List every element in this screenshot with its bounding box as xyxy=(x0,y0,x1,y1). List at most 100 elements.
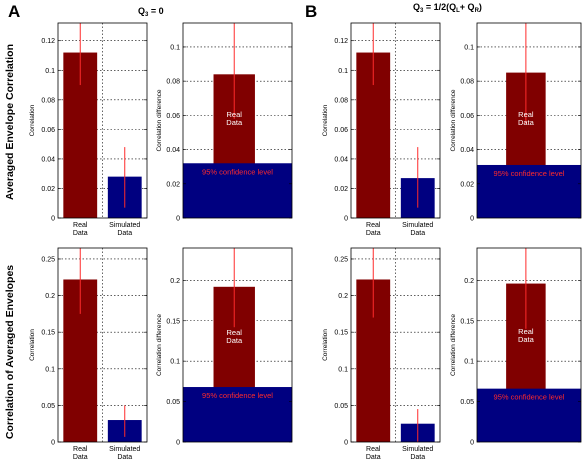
row-label-averaged-envelope-correlation: Averaged Envelope Correlation xyxy=(4,44,16,200)
y-tick-label: 0.15 xyxy=(41,330,55,337)
category-label: Data xyxy=(410,230,425,237)
column-title-q3-zero: Q3 = 0 xyxy=(138,6,164,18)
y-tick-label: 0.15 xyxy=(460,318,474,325)
axes-box xyxy=(350,22,441,219)
y-tick-label: 0.2 xyxy=(338,293,348,300)
bar-inner-label: Real xyxy=(518,110,534,119)
y-axis-label: Correlation difference xyxy=(156,314,163,376)
y-tick-label: 0 xyxy=(176,440,180,447)
axes-box xyxy=(476,22,582,219)
column-title-q3-average: Q3 = 1/2(QL+ QR) xyxy=(413,2,482,14)
category-label: Data xyxy=(366,454,381,461)
y-tick-label: 0.06 xyxy=(334,127,348,134)
y-tick-label: 0.02 xyxy=(334,186,348,193)
y-tick-label: 0.05 xyxy=(334,403,348,410)
axes-box xyxy=(182,22,293,219)
category-label: Data xyxy=(117,230,132,237)
y-tick-label: 0.1 xyxy=(170,44,180,51)
confidence-label: 95% confidence level xyxy=(202,391,273,400)
y-tick-label: 0.12 xyxy=(41,38,55,45)
bar-inner-label: Real xyxy=(227,328,243,337)
category-label: Simulated xyxy=(109,222,140,229)
y-tick-label: 0.06 xyxy=(460,113,474,120)
axes-box xyxy=(182,247,293,443)
y-axis-label: Correlation difference xyxy=(450,314,457,376)
y-tick-label: 0.08 xyxy=(334,97,348,104)
y-tick-label: 0.02 xyxy=(41,186,55,193)
confidence-label: 95% confidence level xyxy=(494,393,565,402)
axes-box xyxy=(57,247,148,443)
y-tick-label: 0.1 xyxy=(45,366,55,373)
panel-letter-a: A xyxy=(8,2,20,21)
confidence-band xyxy=(183,387,292,442)
y-tick-label: 0 xyxy=(344,440,348,447)
axes-box xyxy=(476,247,582,443)
category-label: Real xyxy=(366,446,381,453)
bar-inner-label: Data xyxy=(518,118,535,127)
category-label: Simulated xyxy=(402,446,433,453)
y-axis-label: Correlation xyxy=(322,329,329,361)
bar-inner-label: Real xyxy=(518,327,534,336)
y-tick-label: 0.25 xyxy=(41,256,55,263)
y-tick-label: 0.08 xyxy=(41,97,55,104)
y-tick-label: 0.1 xyxy=(170,359,180,366)
row-label-correlation-of-averaged-envelopes: Correlation of Averaged Envelopes xyxy=(4,265,16,439)
y-tick-label: 0 xyxy=(470,440,474,447)
chart-A1-bars: RealDataSimulatedData00.020.040.060.080.… xyxy=(29,22,148,237)
category-label: Data xyxy=(366,230,381,237)
y-tick-label: 0.2 xyxy=(464,278,474,285)
y-axis-label: Correlation xyxy=(29,329,36,361)
bar-inner-label: Real xyxy=(227,110,243,119)
y-tick-label: 0.08 xyxy=(460,79,474,86)
bar-inner-label: Data xyxy=(226,118,243,127)
confidence-band xyxy=(183,163,292,218)
y-tick-label: 0.04 xyxy=(166,147,180,154)
y-tick-label: 0.1 xyxy=(464,44,474,51)
chart-A2-bars: RealDataSimulatedData00.050.10.150.20.25… xyxy=(29,247,148,461)
confidence-label: 95% confidence level xyxy=(202,167,273,176)
y-tick-label: 0.1 xyxy=(45,68,55,75)
y-axis-label: Correlation difference xyxy=(450,89,457,151)
y-tick-label: 0.15 xyxy=(334,330,348,337)
y-tick-label: 0.25 xyxy=(334,256,348,263)
y-tick-label: 0.2 xyxy=(45,293,55,300)
chart-B1-bars: RealDataSimulatedData00.020.040.060.080.… xyxy=(322,22,441,237)
y-tick-label: 0.1 xyxy=(338,366,348,373)
y-tick-label: 0.02 xyxy=(166,181,180,188)
y-tick-label: 0 xyxy=(470,216,474,223)
axes-box xyxy=(57,22,148,219)
y-tick-label: 0 xyxy=(344,216,348,223)
category-label: Simulated xyxy=(109,446,140,453)
y-tick-label: 0.08 xyxy=(166,79,180,86)
plots-area: RealDataSimulatedData00.020.040.060.080.… xyxy=(29,22,582,461)
chart-B2-bars: RealDataSimulatedData00.050.10.150.20.25… xyxy=(322,247,441,461)
y-tick-label: 0.06 xyxy=(166,113,180,120)
y-axis-label: Correlation xyxy=(29,104,36,136)
y-tick-label: 0.05 xyxy=(41,403,55,410)
bar-inner-label: Data xyxy=(518,335,535,344)
y-tick-label: 0.12 xyxy=(334,38,348,45)
category-label: Simulated xyxy=(402,222,433,229)
category-label: Real xyxy=(366,222,381,229)
category-label: Real xyxy=(73,222,88,229)
y-axis-label: Correlation difference xyxy=(156,89,163,151)
y-tick-label: 0.1 xyxy=(464,359,474,366)
y-tick-label: 0.2 xyxy=(170,278,180,285)
y-tick-label: 0.02 xyxy=(460,181,474,188)
y-tick-label: 0 xyxy=(51,216,55,223)
axes-box xyxy=(350,247,441,443)
y-tick-label: 0.06 xyxy=(41,127,55,134)
y-tick-label: 0.04 xyxy=(460,147,474,154)
y-axis-label: Correlation xyxy=(322,104,329,136)
y-tick-label: 0.05 xyxy=(460,399,474,406)
confidence-label: 95% confidence level xyxy=(494,169,565,178)
y-tick-label: 0.15 xyxy=(166,318,180,325)
bar-inner-label: Data xyxy=(226,336,243,345)
y-tick-label: 0.1 xyxy=(338,68,348,75)
y-tick-label: 0.04 xyxy=(334,156,348,163)
